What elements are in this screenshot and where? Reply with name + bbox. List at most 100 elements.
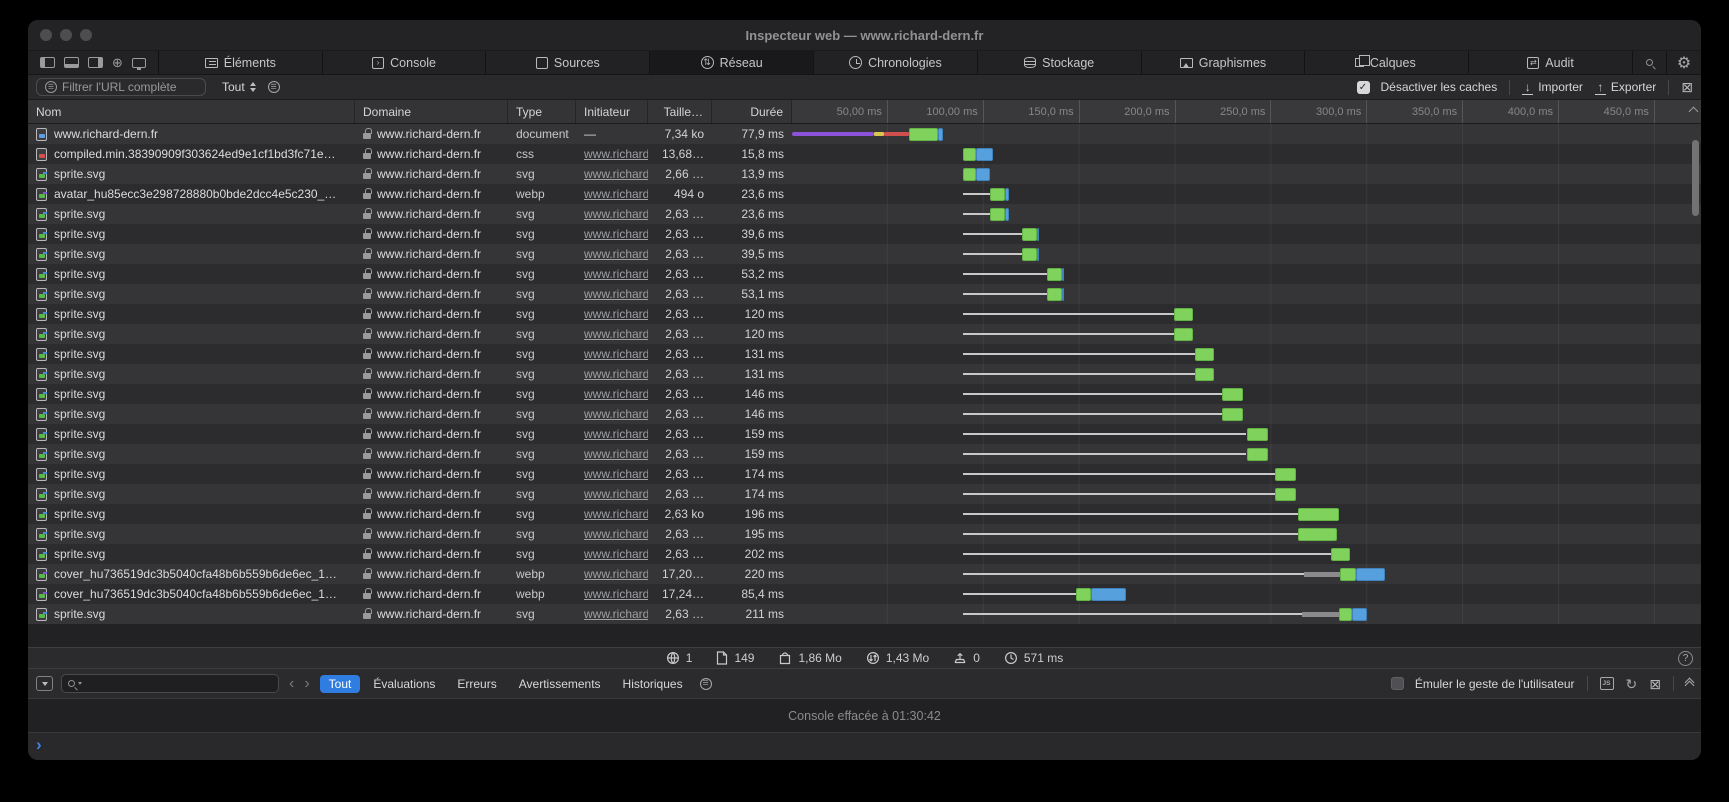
request-initiator[interactable]: www.richard-d… [576,544,648,564]
initiator-link[interactable]: www.richard-d… [584,267,648,281]
previous-result-button[interactable]: ‹ [289,674,295,692]
device-icon[interactable] [131,57,146,70]
network-request-row[interactable]: sprite.svg www.richard-dern.fr svg www.r… [28,284,1701,304]
column-header-initiator[interactable]: Initiateur [576,100,648,123]
initiator-link[interactable]: www.richard-d… [584,527,648,541]
import-button[interactable]: ↓ Importer [1522,80,1583,95]
request-initiator[interactable]: www.richard-d… [576,564,648,584]
network-request-row[interactable]: www.richard-dern.fr www.richard-dern.fr … [28,124,1701,144]
network-request-row[interactable]: avatar_hu85ecc3e298728880b0bde2dcc4e5c23… [28,184,1701,204]
request-initiator[interactable]: www.richard-d… [576,264,648,284]
network-request-row[interactable]: sprite.svg www.richard-dern.fr svg www.r… [28,544,1701,564]
network-request-row[interactable]: sprite.svg www.richard-dern.fr svg www.r… [28,424,1701,444]
network-request-row[interactable]: cover_hu736519dc3b5040cfa48b6b559b6de6ec… [28,584,1701,604]
request-initiator[interactable]: www.richard-d… [576,304,648,324]
request-initiator[interactable]: www.richard-d… [576,464,648,484]
javascript-context-icon[interactable]: JS [1599,677,1614,690]
network-request-row[interactable]: sprite.svg www.richard-dern.fr svg www.r… [28,384,1701,404]
tab-storage[interactable]: Stockage [977,51,1142,74]
next-result-button[interactable]: › [304,674,310,692]
console-filter-avertissements[interactable]: Avertissements [518,676,601,691]
network-request-row[interactable]: sprite.svg www.richard-dern.fr svg www.r… [28,244,1701,264]
tab-elements[interactable]: Éléments [158,51,323,74]
network-request-row[interactable]: sprite.svg www.richard-dern.fr svg www.r… [28,264,1701,284]
request-initiator[interactable]: www.richard-d… [576,244,648,264]
tab-timelines[interactable]: Chronologies [814,51,978,74]
initiator-link[interactable]: www.richard-d… [584,407,648,421]
column-header-duration[interactable]: Durée [712,100,792,123]
vertical-scrollbar[interactable] [1692,140,1699,216]
request-initiator[interactable]: www.richard-d… [576,144,648,164]
url-filter-input[interactable]: ☰ Filtrer l'URL complète [36,78,206,96]
network-request-row[interactable]: sprite.svg www.richard-dern.fr svg www.r… [28,324,1701,344]
tab-network[interactable]: ⇅ Réseau [650,51,815,74]
network-request-row[interactable]: sprite.svg www.richard-dern.fr svg www.r… [28,364,1701,384]
console-filter-erreurs[interactable]: Erreurs [457,676,497,691]
network-request-row[interactable]: sprite.svg www.richard-dern.fr svg www.r… [28,604,1701,624]
network-request-row[interactable]: sprite.svg www.richard-dern.fr svg www.r… [28,524,1701,544]
network-request-row[interactable]: sprite.svg www.richard-dern.fr svg www.r… [28,304,1701,324]
network-request-row[interactable]: sprite.svg www.richard-dern.fr svg www.r… [28,444,1701,464]
column-header-type[interactable]: Type [508,100,576,123]
clear-console-icon[interactable]: ⊠ [1649,675,1661,692]
network-request-row[interactable]: sprite.svg www.richard-dern.fr svg www.r… [28,204,1701,224]
initiator-link[interactable]: www.richard-d… [584,327,648,341]
initiator-link[interactable]: www.richard-d… [584,587,648,601]
disable-caches-checkbox[interactable]: ✓ Désactiver les caches [1356,80,1497,94]
tab-graphics[interactable]: Graphismes [1141,51,1306,74]
network-request-row[interactable]: sprite.svg www.richard-dern.fr svg www.r… [28,164,1701,184]
tab-layers[interactable]: Calques [1305,51,1470,74]
network-request-row[interactable]: sprite.svg www.richard-dern.fr svg www.r… [28,504,1701,524]
zoom-window-button[interactable] [80,29,92,41]
initiator-link[interactable]: www.richard-d… [584,307,648,321]
initiator-link[interactable]: www.richard-d… [584,247,648,261]
initiator-link[interactable]: www.richard-d… [584,487,648,501]
request-initiator[interactable]: www.richard-d… [576,184,648,204]
request-initiator[interactable]: www.richard-d… [576,444,648,464]
tab-audit[interactable]: ⇄ Audit [1469,51,1633,74]
emulate-user-gesture-checkbox[interactable]: Émuler le geste de l'utilisateur [1390,677,1575,691]
initiator-link[interactable]: www.richard-d… [584,347,648,361]
request-initiator[interactable]: — [584,127,596,141]
console-filter-tout[interactable]: Tout [319,674,361,693]
column-header-domain[interactable]: Domaine [355,100,508,123]
request-initiator[interactable]: www.richard-d… [576,364,648,384]
request-initiator[interactable]: www.richard-d… [576,484,648,504]
clear-network-icon[interactable]: ⊠ [1681,79,1693,95]
network-request-row[interactable]: sprite.svg www.richard-dern.fr svg www.r… [28,464,1701,484]
dock-left-icon[interactable] [40,57,55,68]
network-request-row[interactable]: sprite.svg www.richard-dern.fr svg www.r… [28,404,1701,424]
request-initiator[interactable]: www.richard-d… [576,224,648,244]
initiator-link[interactable]: www.richard-d… [584,547,648,561]
dock-right-icon[interactable] [88,57,103,68]
initiator-link[interactable]: www.richard-d… [584,187,648,201]
reload-icon[interactable]: ↻ [1625,675,1638,692]
initiator-link[interactable]: www.richard-d… [584,607,648,621]
console-filter-historiques[interactable]: Historiques [622,676,683,691]
filter-options-icon[interactable]: ☰ [267,81,280,93]
network-request-row[interactable]: sprite.svg www.richard-dern.fr svg www.r… [28,224,1701,244]
expand-console-icon[interactable] [1684,677,1695,690]
request-initiator[interactable]: www.richard-d… [576,284,648,304]
network-request-row[interactable]: sprite.svg www.richard-dern.fr svg www.r… [28,484,1701,504]
request-initiator[interactable]: www.richard-d… [576,524,648,544]
close-window-button[interactable] [40,29,52,41]
column-header-name[interactable]: Nom [28,100,355,123]
initiator-link[interactable]: www.richard-d… [584,207,648,221]
initiator-link[interactable]: www.richard-d… [584,507,648,521]
request-initiator[interactable]: www.richard-d… [576,164,648,184]
request-initiator[interactable]: www.richard-d… [576,504,648,524]
console-prompt[interactable]: › [28,732,1701,760]
console-filter-options-icon[interactable]: ☰ [699,677,712,690]
column-header-size[interactable]: Taille… [648,100,712,123]
request-initiator[interactable]: www.richard-d… [576,424,648,444]
minimize-window-button[interactable] [60,29,72,41]
network-request-row[interactable]: cover_hu736519dc3b5040cfa48b6b559b6de6ec… [28,564,1701,584]
settings-button[interactable]: ⚙ [1667,51,1701,74]
initiator-link[interactable]: www.richard-d… [584,427,648,441]
request-initiator[interactable]: www.richard-d… [576,384,648,404]
request-initiator[interactable]: www.richard-d… [576,584,648,604]
initiator-link[interactable]: www.richard-d… [584,467,648,481]
initiator-link[interactable]: www.richard-d… [584,567,648,581]
request-initiator[interactable]: www.richard-d… [576,404,648,424]
